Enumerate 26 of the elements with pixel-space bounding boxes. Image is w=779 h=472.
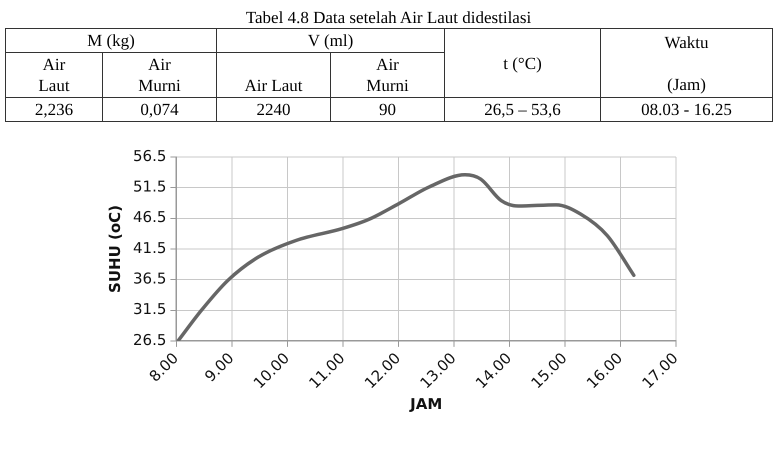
text: Air Laut bbox=[38, 55, 70, 95]
line-series bbox=[176, 173, 636, 341]
text: 2,236 bbox=[34, 100, 74, 119]
text: 26,5 – 53,6 bbox=[484, 100, 561, 119]
text: Air Murni bbox=[366, 55, 409, 95]
text: 08.03 - 16.25 bbox=[641, 100, 732, 119]
y-tick-label: 51.5 bbox=[132, 178, 166, 196]
text: Air Murni bbox=[138, 55, 181, 95]
x-axis-title: JAM bbox=[409, 394, 442, 413]
text: (Jam) bbox=[667, 74, 706, 94]
text: t (°C) bbox=[503, 54, 542, 72]
text: V (ml) bbox=[308, 31, 354, 50]
text: 2240 bbox=[256, 100, 291, 119]
y-tick-label: 31.5 bbox=[132, 300, 166, 318]
text: Tabel 4.8 Data setelah Air Laut didestilasi bbox=[244, 8, 532, 28]
text: 0,074 bbox=[140, 100, 179, 119]
text: Waktu bbox=[664, 32, 708, 52]
text: M (kg) bbox=[87, 31, 135, 50]
y-axis-title: SUHU (oC) bbox=[106, 204, 124, 293]
y-tick-label: 26.5 bbox=[132, 330, 166, 349]
y-tick-label: 46.5 bbox=[132, 208, 166, 226]
y-tick-label: 36.5 bbox=[132, 269, 166, 288]
y-tick-label: 41.5 bbox=[132, 238, 166, 257]
y-tick-label: 56.5 bbox=[132, 146, 166, 165]
text: 90 bbox=[379, 100, 396, 119]
text: Air Laut bbox=[244, 76, 303, 95]
